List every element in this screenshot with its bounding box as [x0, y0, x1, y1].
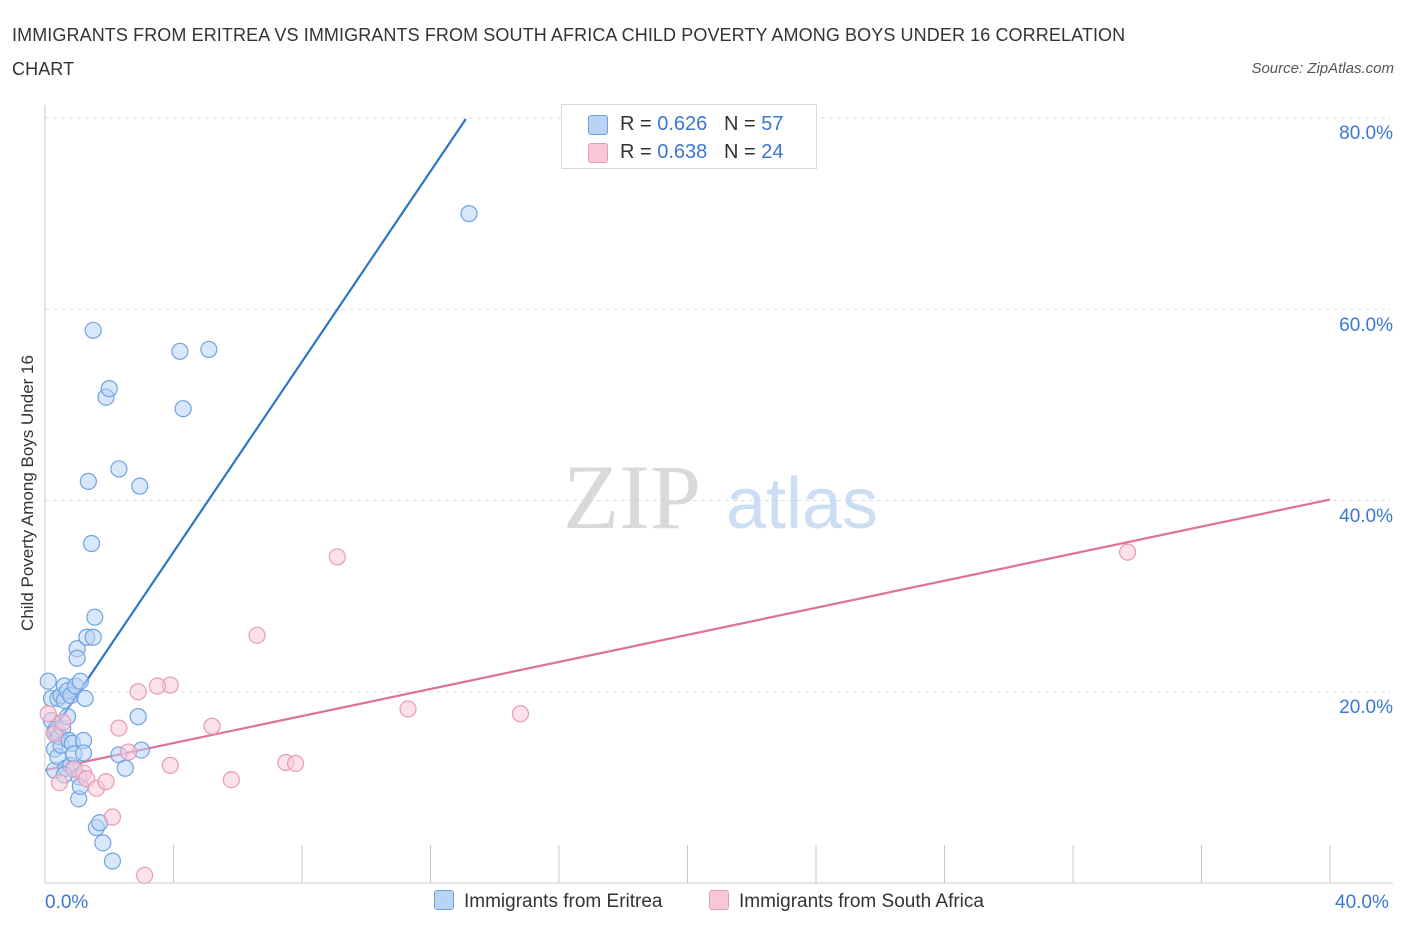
legend-swatch-blue [588, 115, 608, 135]
south-africa-point [97, 773, 115, 791]
south-africa-point [148, 677, 167, 695]
legend-item-eritrea[interactable]: Immigrants from Eritrea [434, 890, 662, 913]
south-africa-point [222, 771, 240, 789]
south-africa-point [54, 713, 72, 731]
south-africa-point [1119, 543, 1137, 561]
r-label: R = [620, 141, 658, 163]
y-tick-label: 40.0% [1339, 506, 1393, 527]
eritrea-point [94, 834, 112, 852]
legend-label: Immigrants from Eritrea [464, 891, 663, 912]
eritrea-point [129, 708, 147, 726]
y-axis-label: Child Poverty Among Boys Under 16 [18, 355, 37, 631]
n-value: 24 [761, 141, 784, 163]
eritrea-point [174, 400, 192, 418]
trend-layer [44, 118, 1331, 772]
eritrea-point [200, 340, 218, 359]
axis-layer [44, 105, 1393, 884]
south-africa-point [203, 717, 221, 735]
y-tick-label: 20.0% [1339, 697, 1393, 718]
eritrea-point [171, 342, 189, 360]
watermark: ZIP atlas [563, 446, 878, 548]
south-africa-point [511, 705, 530, 723]
south-africa-point [119, 743, 138, 761]
r-value: 0.626 [657, 113, 708, 135]
eritrea-point [110, 460, 128, 478]
legend-item-south-africa[interactable]: Immigrants from South Africa [709, 890, 984, 913]
south-africa-point [161, 756, 179, 774]
eritrea-point [82, 534, 101, 553]
eritrea-point [86, 608, 104, 626]
eritrea-point [100, 380, 118, 398]
south-africa-trend-line [44, 498, 1331, 772]
south-africa-point [248, 626, 266, 644]
stats-legend: R = 0.626 N = 57 R = 0.638 N = 24 [561, 104, 817, 169]
watermark-atlas: atlas [726, 464, 878, 544]
n-label: N = [723, 113, 762, 135]
eritrea-point [84, 628, 102, 646]
y-tick-label: 60.0% [1339, 315, 1393, 336]
eritrea-point [131, 477, 149, 495]
r-label: R = [620, 113, 658, 135]
south-africa-point [286, 754, 305, 773]
eritrea-point [71, 672, 89, 690]
south-africa-point [50, 773, 69, 792]
eritrea-point [68, 649, 86, 667]
eritrea-point [460, 205, 478, 223]
legend-swatch-pink [709, 890, 729, 910]
source-label: Source: ZipAtlas.com [1251, 60, 1394, 77]
legend-swatch-blue [434, 890, 454, 910]
south-africa-point [103, 808, 122, 826]
n-value: 57 [761, 113, 784, 135]
south-africa-point [110, 719, 128, 737]
r-value: 0.638 [657, 141, 708, 163]
points-layer [39, 205, 1137, 884]
eritrea-point [84, 321, 102, 339]
eritrea-point [103, 852, 122, 870]
south-africa-point [328, 548, 346, 566]
watermark-zip: ZIP [563, 446, 701, 548]
eritrea-point [79, 472, 97, 490]
south-africa-point [135, 866, 154, 884]
eritrea-point [74, 744, 93, 762]
eritrea-point [76, 689, 94, 708]
legend-swatch-pink [588, 143, 608, 163]
grid-layer [45, 117, 1390, 693]
eritrea-trend-line [47, 118, 467, 739]
south-africa-point [399, 700, 417, 718]
y-tick-label: 80.0% [1339, 123, 1393, 144]
x-tick-label: 0.0% [45, 892, 89, 913]
south-africa-point [129, 683, 147, 701]
eritrea-point [39, 672, 57, 690]
eritrea-point [116, 759, 134, 777]
south-africa-point [39, 705, 57, 723]
x-tick-label: 40.0% [1335, 892, 1389, 913]
chart-title: IMMIGRANTS FROM ERITREA VS IMMIGRANTS FR… [12, 25, 1126, 79]
n-label: N = [723, 141, 762, 163]
legend-label: Immigrants from South Africa [739, 891, 984, 912]
